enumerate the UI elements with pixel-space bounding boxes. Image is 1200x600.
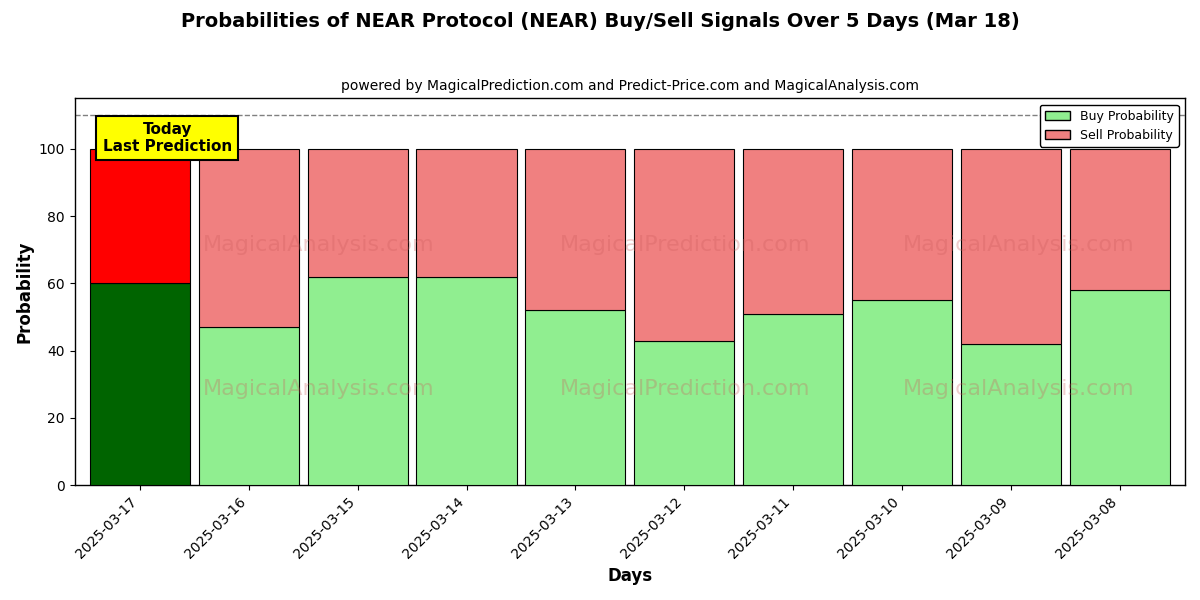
Bar [961, 149, 1061, 344]
Bar [634, 149, 734, 341]
Bar [961, 344, 1061, 485]
Bar [1069, 149, 1170, 290]
Bar [526, 149, 625, 310]
Bar [852, 149, 952, 300]
Legend: Buy Probability, Sell Probability: Buy Probability, Sell Probability [1040, 104, 1178, 147]
Title: powered by MagicalPrediction.com and Predict-Price.com and MagicalAnalysis.com: powered by MagicalPrediction.com and Pre… [341, 79, 919, 93]
Bar [416, 277, 517, 485]
Text: MagicalPrediction.com: MagicalPrediction.com [560, 379, 810, 398]
Bar [199, 149, 299, 327]
Bar [90, 149, 190, 283]
Text: MagicalAnalysis.com: MagicalAnalysis.com [203, 379, 434, 398]
Bar [90, 283, 190, 485]
Bar [307, 277, 408, 485]
Text: MagicalAnalysis.com: MagicalAnalysis.com [902, 235, 1134, 256]
Bar [526, 310, 625, 485]
Bar [852, 300, 952, 485]
Bar [634, 341, 734, 485]
X-axis label: Days: Days [607, 567, 653, 585]
Y-axis label: Probability: Probability [16, 241, 34, 343]
Bar [416, 149, 517, 277]
Text: MagicalAnalysis.com: MagicalAnalysis.com [902, 379, 1134, 398]
Bar [743, 149, 844, 314]
Bar [743, 314, 844, 485]
Text: Probabilities of NEAR Protocol (NEAR) Buy/Sell Signals Over 5 Days (Mar 18): Probabilities of NEAR Protocol (NEAR) Bu… [181, 12, 1019, 31]
Text: MagicalPrediction.com: MagicalPrediction.com [560, 235, 810, 256]
Bar [199, 327, 299, 485]
Bar [1069, 290, 1170, 485]
Text: MagicalAnalysis.com: MagicalAnalysis.com [203, 235, 434, 256]
Text: Today
Last Prediction: Today Last Prediction [102, 122, 232, 154]
Bar [307, 149, 408, 277]
